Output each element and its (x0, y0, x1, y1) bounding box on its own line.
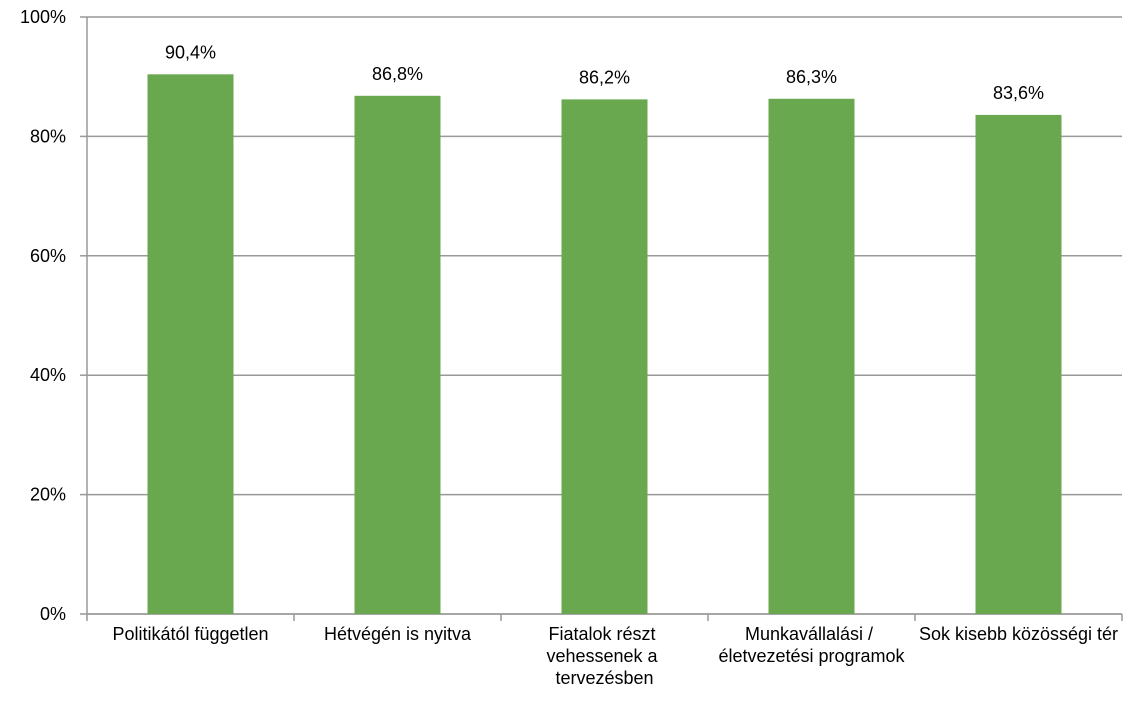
value-label: 86,3% (786, 67, 837, 87)
bar (147, 74, 234, 614)
y-tick-label: 100% (20, 7, 66, 27)
x-tick-label: Sok kisebb közösségi tér (919, 624, 1118, 644)
y-tick-label: 60% (30, 246, 66, 266)
value-label: 86,8% (372, 64, 423, 84)
x-tick-label: Fiatalok részt vehessenek a tervezésben (546, 624, 662, 688)
value-label: 86,2% (579, 67, 630, 87)
y-tick-label: 0% (40, 604, 66, 624)
bar (768, 98, 855, 614)
bar (354, 95, 441, 614)
bar (561, 99, 648, 615)
x-tick-label: Hétvégén is nyitva (324, 624, 472, 644)
y-tick-label: 80% (30, 126, 66, 146)
bar (975, 114, 1062, 615)
x-tick-label: Munkavállalási / életvezetési programok (718, 624, 905, 666)
value-label: 90,4% (165, 42, 216, 62)
y-tick-label: 20% (30, 485, 66, 505)
value-label: 83,6% (993, 83, 1044, 103)
y-tick-label: 40% (30, 365, 66, 385)
x-tick-label: Politikától független (112, 624, 268, 644)
